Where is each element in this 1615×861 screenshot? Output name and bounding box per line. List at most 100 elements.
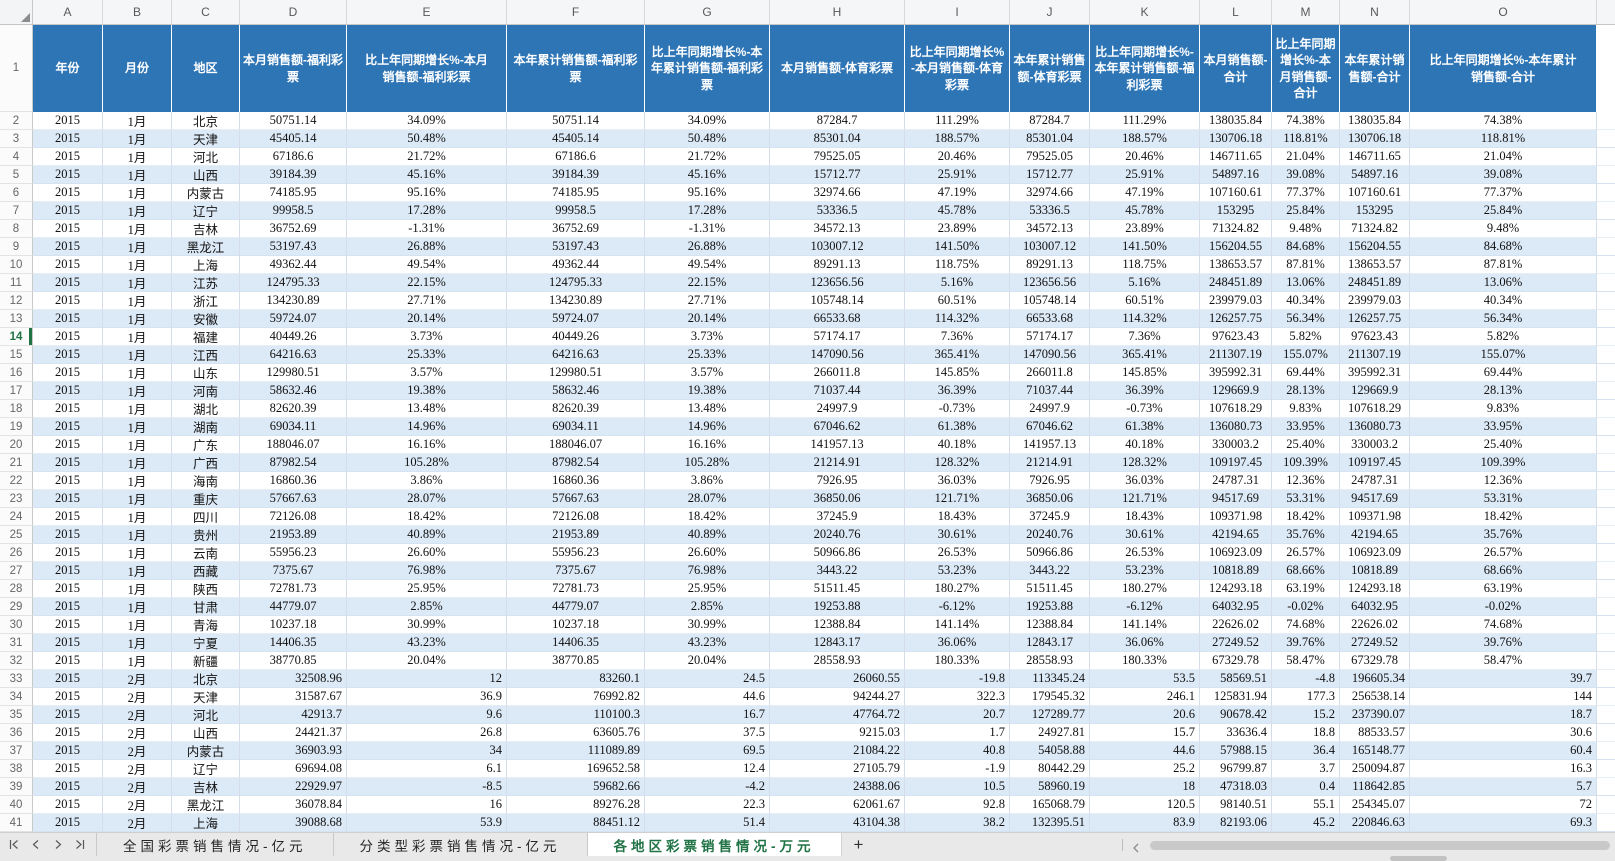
cell-partial[interactable] xyxy=(1597,616,1615,634)
cell-D32[interactable]: 38770.85 xyxy=(240,652,347,670)
cell-K2[interactable]: 111.29% xyxy=(1090,112,1200,130)
cell-H8[interactable]: 34572.13 xyxy=(770,220,905,238)
cell-I18[interactable]: -0.73% xyxy=(905,400,1010,418)
cell-F37[interactable]: 111089.89 xyxy=(507,742,645,760)
cell-M40[interactable]: 55.1 xyxy=(1272,796,1340,814)
cell-F35[interactable]: 110100.3 xyxy=(507,706,645,724)
header-cell-O[interactable]: 比上年同期增长%-本年累计销售额-合计 xyxy=(1410,25,1597,112)
row-number[interactable]: 40 xyxy=(0,796,33,814)
cell-E4[interactable]: 21.72% xyxy=(347,148,507,166)
scrollbar-track[interactable] xyxy=(1150,841,1610,850)
cell-L33[interactable]: 58569.51 xyxy=(1200,670,1272,688)
cell-J16[interactable]: 266011.8 xyxy=(1010,364,1090,382)
cell-N17[interactable]: 129669.9 xyxy=(1340,382,1410,400)
cell-A23[interactable]: 2015 xyxy=(33,490,103,508)
cell-J17[interactable]: 71037.44 xyxy=(1010,382,1090,400)
cell-J7[interactable]: 53336.5 xyxy=(1010,202,1090,220)
cell-N11[interactable]: 248451.89 xyxy=(1340,274,1410,292)
cell-G10[interactable]: 49.54% xyxy=(645,256,770,274)
cell-M15[interactable]: 155.07% xyxy=(1272,346,1340,364)
cell-J31[interactable]: 12843.17 xyxy=(1010,634,1090,652)
cell-C4[interactable]: 河北 xyxy=(172,148,240,166)
cell-I9[interactable]: 141.50% xyxy=(905,238,1010,256)
cell-D13[interactable]: 59724.07 xyxy=(240,310,347,328)
cell-F14[interactable]: 40449.26 xyxy=(507,328,645,346)
cell-B22[interactable]: 1月 xyxy=(103,472,172,490)
cell-O16[interactable]: 69.44% xyxy=(1410,364,1597,382)
cell-N4[interactable]: 146711.65 xyxy=(1340,148,1410,166)
cell-C31[interactable]: 宁夏 xyxy=(172,634,240,652)
cell-O26[interactable]: 26.57% xyxy=(1410,544,1597,562)
column-header-H[interactable]: H xyxy=(770,0,905,24)
cell-partial[interactable] xyxy=(1597,760,1615,778)
cell-N36[interactable]: 88533.57 xyxy=(1340,724,1410,742)
cell-A7[interactable]: 2015 xyxy=(33,202,103,220)
cell-L4[interactable]: 146711.65 xyxy=(1200,148,1272,166)
cell-D35[interactable]: 42913.7 xyxy=(240,706,347,724)
cell-K13[interactable]: 114.32% xyxy=(1090,310,1200,328)
cell-O31[interactable]: 39.76% xyxy=(1410,634,1597,652)
cell-I10[interactable]: 118.75% xyxy=(905,256,1010,274)
row-number[interactable]: 41 xyxy=(0,814,33,832)
cell-K36[interactable]: 15.7 xyxy=(1090,724,1200,742)
cell-C2[interactable]: 北京 xyxy=(172,112,240,130)
cell-L14[interactable]: 97623.43 xyxy=(1200,328,1272,346)
cell-N23[interactable]: 94517.69 xyxy=(1340,490,1410,508)
cell-H26[interactable]: 50966.86 xyxy=(770,544,905,562)
cell-B13[interactable]: 1月 xyxy=(103,310,172,328)
cell-H16[interactable]: 266011.8 xyxy=(770,364,905,382)
cell-K4[interactable]: 20.46% xyxy=(1090,148,1200,166)
cell-partial[interactable] xyxy=(1597,526,1615,544)
cell-D11[interactable]: 124795.33 xyxy=(240,274,347,292)
cell-E5[interactable]: 45.16% xyxy=(347,166,507,184)
cell-partial[interactable] xyxy=(1597,580,1615,598)
cell-B11[interactable]: 1月 xyxy=(103,274,172,292)
cell-N26[interactable]: 106923.09 xyxy=(1340,544,1410,562)
cell-D5[interactable]: 39184.39 xyxy=(240,166,347,184)
cell-B34[interactable]: 2月 xyxy=(103,688,172,706)
cell-E38[interactable]: 6.1 xyxy=(347,760,507,778)
cell-A9[interactable]: 2015 xyxy=(33,238,103,256)
cell-I34[interactable]: 322.3 xyxy=(905,688,1010,706)
cell-L9[interactable]: 156204.55 xyxy=(1200,238,1272,256)
cell-E30[interactable]: 30.99% xyxy=(347,616,507,634)
cell-C12[interactable]: 浙江 xyxy=(172,292,240,310)
cell-A14[interactable]: 2015 xyxy=(33,328,103,346)
row-number[interactable]: 33 xyxy=(0,670,33,688)
cell-M24[interactable]: 18.42% xyxy=(1272,508,1340,526)
cell-K40[interactable]: 120.5 xyxy=(1090,796,1200,814)
cell-N32[interactable]: 67329.78 xyxy=(1340,652,1410,670)
cell-G3[interactable]: 50.48% xyxy=(645,130,770,148)
row-number[interactable]: 5 xyxy=(0,166,33,184)
cell-L26[interactable]: 106923.09 xyxy=(1200,544,1272,562)
cell-M6[interactable]: 77.37% xyxy=(1272,184,1340,202)
row-number[interactable]: 26 xyxy=(0,544,33,562)
column-header-A[interactable]: A xyxy=(33,0,103,24)
cell-H41[interactable]: 43104.38 xyxy=(770,814,905,832)
cell-H28[interactable]: 51511.45 xyxy=(770,580,905,598)
cell-H17[interactable]: 71037.44 xyxy=(770,382,905,400)
cell-L36[interactable]: 33636.4 xyxy=(1200,724,1272,742)
cell-J2[interactable]: 87284.7 xyxy=(1010,112,1090,130)
cell-K10[interactable]: 118.75% xyxy=(1090,256,1200,274)
column-header-D[interactable]: D xyxy=(240,0,347,24)
cell-C15[interactable]: 江西 xyxy=(172,346,240,364)
cell-partial[interactable] xyxy=(1597,634,1615,652)
cell-E41[interactable]: 53.9 xyxy=(347,814,507,832)
cell-O25[interactable]: 35.76% xyxy=(1410,526,1597,544)
cell-C33[interactable]: 北京 xyxy=(172,670,240,688)
row-number[interactable]: 38 xyxy=(0,760,33,778)
cell-H12[interactable]: 105748.14 xyxy=(770,292,905,310)
cell-O18[interactable]: 9.83% xyxy=(1410,400,1597,418)
cell-B26[interactable]: 1月 xyxy=(103,544,172,562)
cell-partial[interactable] xyxy=(1597,436,1615,454)
row-number[interactable]: 35 xyxy=(0,706,33,724)
cell-F24[interactable]: 72126.08 xyxy=(507,508,645,526)
cell-B3[interactable]: 1月 xyxy=(103,130,172,148)
cell-A31[interactable]: 2015 xyxy=(33,634,103,652)
cell-L39[interactable]: 47318.03 xyxy=(1200,778,1272,796)
cell-D9[interactable]: 53197.43 xyxy=(240,238,347,256)
cell-I28[interactable]: 180.27% xyxy=(905,580,1010,598)
row-number[interactable]: 2 xyxy=(0,112,33,130)
cell-H22[interactable]: 7926.95 xyxy=(770,472,905,490)
